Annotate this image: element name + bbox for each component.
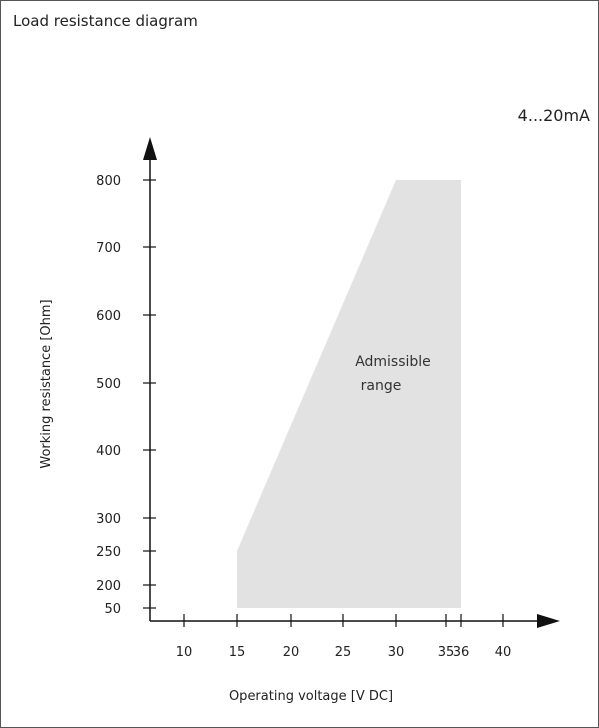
y-tick-label: 300 — [96, 512, 121, 527]
y-tick-label: 800 — [96, 174, 121, 189]
x-tick-label: 36 — [453, 645, 470, 660]
chart-subtitle: 4...20mA — [517, 106, 590, 125]
y-tick-label: 700 — [96, 241, 121, 256]
x-tick-label: 40 — [495, 645, 512, 660]
x-tick-label: 35 — [438, 645, 455, 660]
region-label-line-2: range — [361, 378, 402, 394]
y-tick-label: 50 — [104, 602, 121, 617]
y-tick-label: 600 — [96, 309, 121, 324]
y-tick-label: 500 — [96, 377, 121, 392]
x-tick-label: 30 — [388, 645, 405, 660]
y-tick-label: 250 — [96, 545, 121, 560]
x-axis-arrow — [537, 614, 560, 628]
y-tick-label: 400 — [96, 444, 121, 459]
x-tick-label: 25 — [335, 645, 352, 660]
y-axis-title: Working resistance [Ohm] — [39, 299, 54, 468]
y-axis-ticks: 50 200 250 300 400 500 600 700 800 — [96, 174, 156, 617]
x-axis-title: Operating voltage [V DC] — [229, 689, 393, 704]
admissible-range-area — [237, 180, 461, 608]
x-tick-label: 10 — [176, 645, 193, 660]
chart-title: Load resistance diagram — [13, 12, 198, 30]
y-tick-label: 200 — [96, 579, 121, 594]
y-axis-arrow — [143, 137, 157, 160]
region-label-line-1: Admissible — [355, 354, 431, 370]
x-tick-label: 15 — [229, 645, 246, 660]
x-tick-label: 20 — [283, 645, 300, 660]
